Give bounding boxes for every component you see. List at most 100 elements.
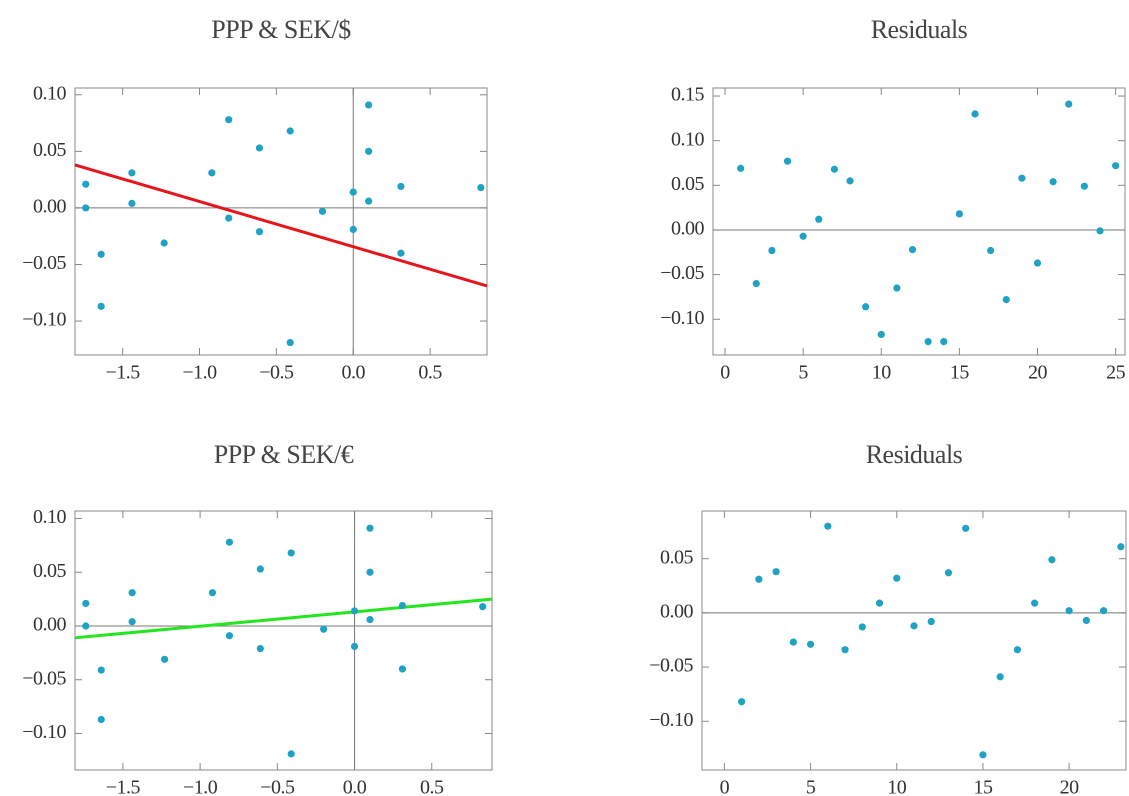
point: [82, 204, 90, 212]
y-tick-label: 0.05: [660, 546, 694, 568]
point: [128, 199, 136, 207]
point: [924, 338, 932, 346]
point: [996, 673, 1004, 681]
point: [1112, 162, 1120, 170]
plot-frame: [701, 510, 1127, 771]
point: [875, 599, 884, 607]
y-tick-label: 0.05: [33, 560, 67, 582]
point: [255, 144, 264, 152]
point: [893, 574, 901, 582]
x-tick-label: 0.0: [342, 362, 366, 384]
chart-title: PPP & SEK/€: [214, 440, 354, 469]
point: [160, 239, 168, 247]
point: [208, 169, 216, 177]
y-tick-label: 0.00: [671, 218, 705, 240]
x-tick-label: −0.5: [260, 777, 295, 796]
point: [160, 655, 169, 663]
x-tick-label: −0.5: [259, 362, 294, 384]
x-tick-label: −1.0: [183, 777, 218, 796]
point: [256, 644, 264, 653]
point: [1033, 259, 1042, 267]
point: [824, 522, 832, 530]
point: [225, 214, 233, 222]
point: [1031, 599, 1039, 607]
fit-line: [74, 163, 488, 288]
point: [858, 623, 866, 631]
point: [320, 625, 328, 633]
point: [97, 666, 105, 674]
chart-title: PPP & SEK/$: [211, 15, 351, 44]
point: [1082, 616, 1090, 625]
point: [1049, 178, 1057, 186]
point: [1065, 100, 1073, 108]
chart-title: Residuals: [866, 440, 963, 469]
point: [1080, 182, 1088, 190]
y-tick-label: −0.05: [22, 667, 66, 689]
point: [815, 215, 823, 223]
point: [1096, 227, 1104, 235]
y-tick-label: −0.10: [660, 307, 704, 329]
point: [350, 642, 359, 651]
point: [737, 164, 745, 172]
y-tick-label: 0.10: [33, 82, 67, 104]
x-tick-label: −1.5: [106, 362, 141, 384]
x-tick-label: −1.0: [182, 362, 217, 384]
x-tick-label: 10: [872, 362, 892, 384]
point: [225, 632, 234, 640]
point: [1013, 646, 1022, 654]
point: [349, 225, 357, 234]
point: [397, 249, 405, 257]
x-tick-label: −1.5: [106, 777, 141, 796]
point: [318, 207, 327, 215]
point: [365, 101, 373, 109]
point: [477, 183, 485, 192]
point: [944, 569, 953, 577]
y-tick-label: −0.05: [649, 655, 693, 677]
fit-line: [74, 597, 493, 640]
point: [398, 665, 407, 673]
x-tick-label: 15: [973, 777, 993, 796]
point: [1002, 296, 1010, 304]
point: [1117, 543, 1125, 551]
point: [877, 330, 885, 339]
point: [738, 698, 746, 706]
point: [789, 638, 797, 646]
y-tick-label: 0.00: [33, 196, 67, 218]
y-tick-label: −0.10: [649, 709, 693, 731]
point: [82, 599, 90, 608]
point: [366, 524, 374, 532]
point: [940, 338, 948, 346]
point: [1018, 174, 1026, 182]
point: [128, 169, 136, 177]
x-tick-label: 0.5: [420, 777, 444, 796]
point: [366, 568, 374, 576]
y-tick-label: 0.10: [33, 506, 67, 528]
point: [962, 524, 970, 532]
point: [287, 750, 295, 758]
y-tick-label: −0.05: [660, 262, 704, 284]
y-tick-label: 0.05: [671, 173, 705, 195]
point: [397, 182, 405, 191]
x-tick-label: 5: [806, 777, 816, 796]
point: [971, 110, 979, 118]
x-tick-label: 0.0: [343, 777, 367, 796]
point: [286, 127, 294, 135]
point: [783, 157, 792, 165]
chart-title: Residuals: [871, 15, 968, 44]
point: [365, 197, 373, 205]
plot-frame: [712, 87, 1126, 356]
point: [208, 589, 217, 597]
point: [128, 589, 136, 597]
point: [772, 568, 780, 576]
point: [287, 549, 295, 557]
point: [830, 165, 838, 173]
point: [752, 279, 760, 288]
point: [806, 640, 815, 648]
point: [350, 607, 359, 615]
y-tick-label: −0.10: [22, 721, 66, 743]
point: [799, 232, 807, 240]
point: [1065, 607, 1073, 615]
plot-frame: [74, 510, 493, 771]
point: [927, 617, 935, 626]
